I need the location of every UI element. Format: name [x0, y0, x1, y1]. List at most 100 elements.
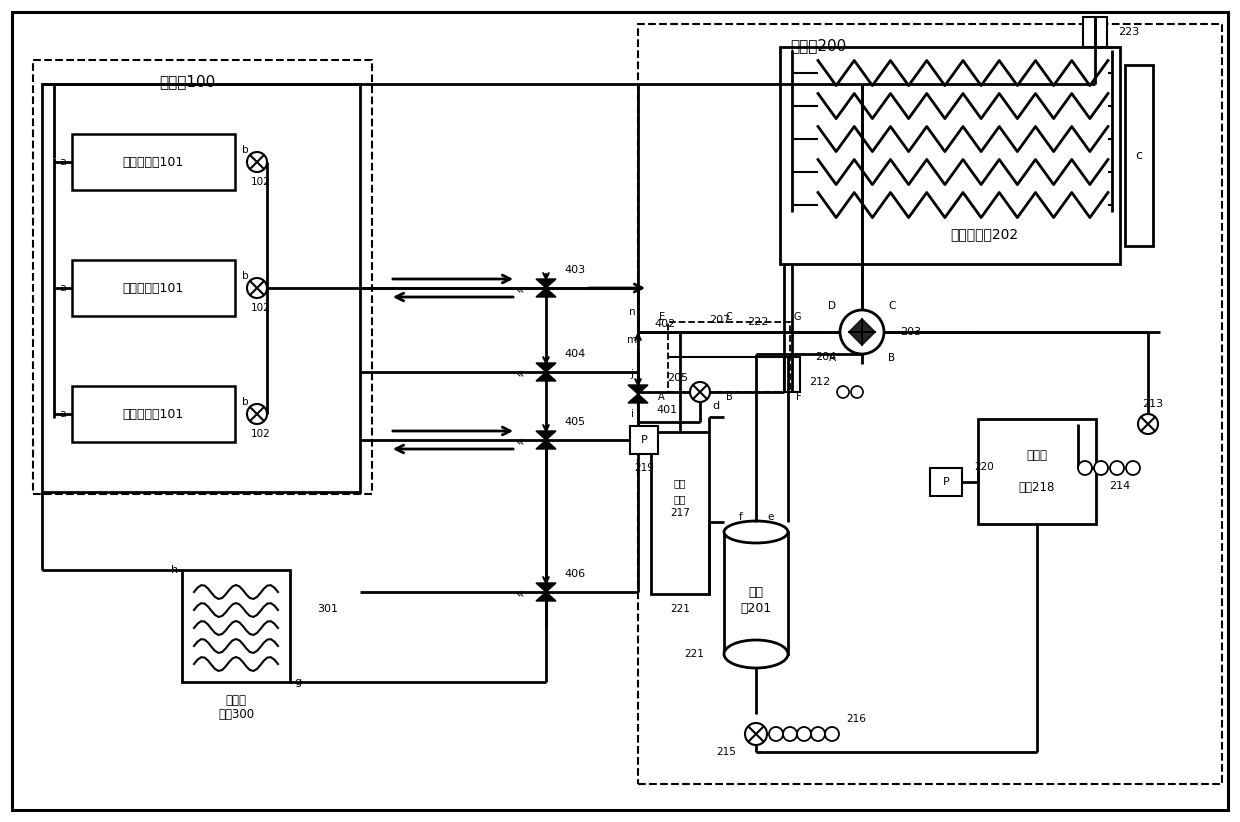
Text: 403: 403 — [564, 265, 585, 275]
Polygon shape — [536, 372, 556, 381]
Text: 214: 214 — [1110, 481, 1131, 491]
Text: P: P — [641, 435, 647, 445]
Circle shape — [839, 310, 884, 354]
Ellipse shape — [724, 521, 787, 543]
Text: 406: 406 — [564, 569, 585, 579]
Bar — [930, 468, 962, 496]
Circle shape — [797, 727, 811, 741]
Bar — [978, 419, 1096, 524]
Text: j: j — [630, 369, 634, 379]
Text: 机201: 机201 — [740, 602, 771, 615]
Bar — [1083, 17, 1107, 47]
Text: «: « — [516, 283, 525, 297]
Text: 219: 219 — [634, 463, 653, 473]
Polygon shape — [536, 363, 556, 372]
Circle shape — [825, 727, 839, 741]
Text: D: D — [828, 301, 836, 311]
Circle shape — [811, 727, 825, 741]
Circle shape — [689, 382, 711, 402]
Text: C: C — [888, 301, 895, 311]
Text: P: P — [942, 477, 950, 487]
Text: f: f — [739, 512, 743, 522]
Text: A: A — [658, 392, 665, 402]
Text: n: n — [629, 307, 635, 317]
Text: B: B — [888, 353, 895, 363]
Circle shape — [1078, 461, 1092, 475]
Polygon shape — [627, 385, 649, 394]
Text: 203: 203 — [900, 327, 921, 337]
Circle shape — [1138, 414, 1158, 434]
Bar — [72, 134, 236, 190]
Bar — [784, 357, 800, 392]
Text: 402: 402 — [653, 319, 676, 329]
Bar — [630, 426, 658, 454]
Polygon shape — [849, 319, 875, 345]
Polygon shape — [536, 279, 556, 288]
Text: 室内换热器101: 室内换热器101 — [123, 408, 184, 421]
Text: 102: 102 — [252, 303, 270, 313]
Bar — [42, 84, 360, 492]
Circle shape — [247, 404, 267, 424]
Text: 204: 204 — [815, 352, 836, 362]
Text: 压缩: 压缩 — [749, 587, 764, 599]
Polygon shape — [627, 394, 649, 403]
Text: 室外机200: 室外机200 — [790, 39, 846, 53]
Text: 离器: 离器 — [673, 494, 686, 504]
Text: 102: 102 — [252, 177, 270, 187]
Text: 217: 217 — [670, 508, 689, 518]
Text: b: b — [242, 145, 248, 155]
Text: a: a — [60, 157, 66, 167]
Text: 热水发: 热水发 — [226, 694, 247, 706]
Circle shape — [745, 723, 768, 745]
Circle shape — [1094, 461, 1109, 475]
Text: 212: 212 — [810, 377, 831, 387]
Bar — [651, 432, 709, 594]
Polygon shape — [536, 592, 556, 601]
Text: e: e — [768, 512, 774, 522]
Text: m: m — [627, 335, 637, 345]
Text: a: a — [60, 409, 66, 419]
Text: 油分: 油分 — [673, 478, 686, 488]
Text: A: A — [828, 353, 836, 363]
Polygon shape — [536, 288, 556, 297]
Text: «: « — [516, 587, 525, 601]
Text: 室内换热器101: 室内换热器101 — [123, 155, 184, 169]
Bar — [780, 47, 1120, 264]
Text: 222: 222 — [746, 317, 768, 327]
Text: 213: 213 — [1142, 399, 1163, 409]
Circle shape — [769, 727, 782, 741]
Text: h: h — [171, 565, 179, 575]
Text: 401: 401 — [656, 405, 677, 415]
Bar — [182, 570, 290, 682]
Bar — [72, 260, 236, 316]
Text: d: d — [713, 401, 719, 411]
Text: 223: 223 — [1118, 27, 1140, 37]
Text: «: « — [516, 435, 525, 449]
Polygon shape — [536, 583, 556, 592]
Text: 301: 301 — [317, 604, 339, 614]
Text: 102: 102 — [252, 429, 270, 439]
Text: 生器300: 生器300 — [218, 708, 254, 721]
Text: C: C — [725, 312, 733, 322]
Text: 室外换热器202: 室外换热器202 — [950, 227, 1018, 241]
Text: 气液分: 气液分 — [1027, 450, 1048, 462]
Circle shape — [1126, 461, 1140, 475]
Text: g: g — [294, 677, 301, 687]
Bar — [72, 386, 236, 442]
Bar — [33, 60, 372, 494]
Text: c: c — [1136, 149, 1142, 162]
Text: 室内机100: 室内机100 — [160, 75, 216, 90]
Bar — [639, 24, 1221, 784]
Text: E: E — [658, 312, 665, 322]
Text: i: i — [630, 409, 634, 419]
Text: 404: 404 — [564, 349, 585, 359]
Text: 220: 220 — [973, 462, 993, 472]
Bar — [668, 322, 790, 392]
Text: 207: 207 — [709, 315, 730, 325]
Circle shape — [247, 152, 267, 172]
Text: 205: 205 — [667, 373, 688, 383]
Bar — [1125, 65, 1153, 246]
Text: b: b — [242, 271, 248, 281]
Circle shape — [247, 278, 267, 298]
Circle shape — [1110, 461, 1123, 475]
